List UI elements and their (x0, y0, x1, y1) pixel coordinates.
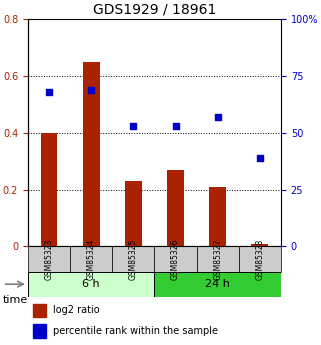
Point (131, 123, 136, 129)
FancyBboxPatch shape (154, 246, 197, 272)
Text: GSM85326: GSM85326 (171, 238, 180, 280)
Point (215, 114, 220, 120)
Bar (40, 133, 57, 246)
Text: GSM85327: GSM85327 (213, 238, 222, 280)
Text: GSM85323: GSM85323 (45, 238, 54, 280)
Point (173, 123, 178, 129)
FancyBboxPatch shape (28, 272, 154, 297)
Bar (251, 244, 268, 246)
Text: log2 ratio: log2 ratio (53, 305, 100, 315)
Point (89, 87, 94, 92)
Text: time: time (3, 295, 29, 305)
Text: 6 h: 6 h (82, 279, 100, 289)
Bar (33, 304, 46, 317)
Bar (167, 170, 184, 246)
FancyBboxPatch shape (197, 246, 239, 272)
Text: GSM85325: GSM85325 (129, 238, 138, 280)
Text: percentile rank within the sample: percentile rank within the sample (53, 326, 218, 336)
Bar (83, 62, 100, 246)
Point (257, 155, 263, 160)
FancyBboxPatch shape (70, 246, 112, 272)
FancyBboxPatch shape (112, 246, 154, 272)
Bar (33, 324, 46, 338)
Text: GSM85324: GSM85324 (87, 238, 96, 280)
Bar (209, 187, 226, 246)
FancyBboxPatch shape (239, 246, 281, 272)
FancyBboxPatch shape (28, 246, 70, 272)
Title: GDS1929 / 18961: GDS1929 / 18961 (93, 3, 216, 17)
Point (47, 89, 52, 95)
Bar (125, 181, 142, 246)
Text: GSM85328: GSM85328 (256, 238, 265, 279)
FancyBboxPatch shape (154, 272, 281, 297)
Text: 24 h: 24 h (205, 279, 230, 289)
